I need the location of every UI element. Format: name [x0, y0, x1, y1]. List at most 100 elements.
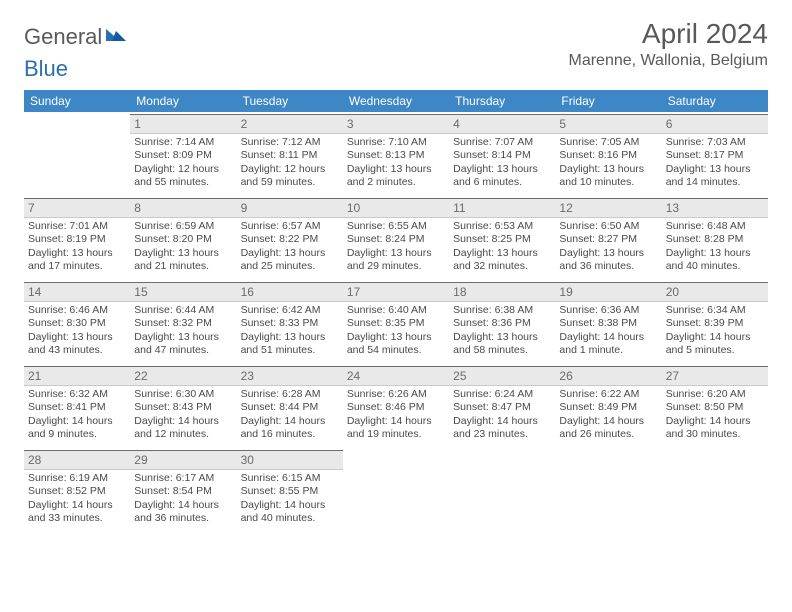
info-line: Daylight: 14 hours: [134, 499, 232, 512]
info-line: Sunset: 8:24 PM: [347, 233, 445, 246]
info-line: Sunset: 8:14 PM: [453, 149, 551, 162]
day-number: 27: [666, 369, 679, 383]
info-line: and 14 minutes.: [666, 176, 764, 189]
day-bar: 7: [24, 198, 130, 218]
info-line: Daylight: 13 hours: [666, 163, 764, 176]
info-line: Sunrise: 7:05 AM: [559, 136, 657, 149]
info-line: Daylight: 14 hours: [241, 415, 339, 428]
info-line: Sunrise: 6:38 AM: [453, 304, 551, 317]
info-line: and 43 minutes.: [28, 344, 126, 357]
calendar-cell: 21Sunrise: 6:32 AMSunset: 8:41 PMDayligh…: [24, 364, 130, 448]
day-number: 17: [347, 285, 360, 299]
info-line: Sunset: 8:09 PM: [134, 149, 232, 162]
title-block: April 2024 Marenne, Wallonia, Belgium: [569, 18, 769, 70]
day-number: 22: [134, 369, 147, 383]
info-line: Sunrise: 6:55 AM: [347, 220, 445, 233]
info-line: Sunset: 8:36 PM: [453, 317, 551, 330]
info-line: Sunrise: 6:44 AM: [134, 304, 232, 317]
day-bar: 10: [343, 198, 449, 218]
info-line: Daylight: 14 hours: [559, 331, 657, 344]
day-info: Sunrise: 6:53 AMSunset: 8:25 PMDaylight:…: [453, 220, 551, 274]
calendar-cell: 24Sunrise: 6:26 AMSunset: 8:46 PMDayligh…: [343, 364, 449, 448]
day-bar: 22: [130, 366, 236, 386]
day-number: 12: [559, 201, 572, 215]
info-line: and 36 minutes.: [134, 512, 232, 525]
day-info: Sunrise: 6:38 AMSunset: 8:36 PMDaylight:…: [453, 304, 551, 358]
info-line: Sunrise: 6:46 AM: [28, 304, 126, 317]
calendar-grid: SundayMondayTuesdayWednesdayThursdayFrid…: [24, 90, 768, 532]
info-line: Sunrise: 6:17 AM: [134, 472, 232, 485]
day-bar: 26: [555, 366, 661, 386]
calendar-cell: 1Sunrise: 7:14 AMSunset: 8:09 PMDaylight…: [130, 112, 236, 196]
day-number: 23: [241, 369, 254, 383]
day-number: 10: [347, 201, 360, 215]
day-bar: 13: [662, 198, 768, 218]
day-info: Sunrise: 6:44 AMSunset: 8:32 PMDaylight:…: [134, 304, 232, 358]
info-line: Sunset: 8:39 PM: [666, 317, 764, 330]
info-line: Sunset: 8:19 PM: [28, 233, 126, 246]
info-line: Sunrise: 6:22 AM: [559, 388, 657, 401]
day-info: Sunrise: 6:28 AMSunset: 8:44 PMDaylight:…: [241, 388, 339, 442]
day-number: 18: [453, 285, 466, 299]
info-line: Sunset: 8:50 PM: [666, 401, 764, 414]
brand-word-2: Blue: [24, 56, 68, 82]
info-line: Sunrise: 7:03 AM: [666, 136, 764, 149]
calendar-cell: 3Sunrise: 7:10 AMSunset: 8:13 PMDaylight…: [343, 112, 449, 196]
info-line: and 29 minutes.: [347, 260, 445, 273]
day-bar: 18: [449, 282, 555, 302]
calendar-cell: 13Sunrise: 6:48 AMSunset: 8:28 PMDayligh…: [662, 196, 768, 280]
info-line: and 5 minutes.: [666, 344, 764, 357]
info-line: Sunset: 8:46 PM: [347, 401, 445, 414]
calendar-cell: 6Sunrise: 7:03 AMSunset: 8:17 PMDaylight…: [662, 112, 768, 196]
calendar-cell: [343, 448, 449, 532]
info-line: Daylight: 13 hours: [134, 331, 232, 344]
calendar-cell: 7Sunrise: 7:01 AMSunset: 8:19 PMDaylight…: [24, 196, 130, 280]
info-line: Daylight: 13 hours: [559, 163, 657, 176]
calendar-cell: 25 Sunrise: 6:24 AMSunset: 8:47 PMDayligh…: [449, 364, 555, 448]
info-line: Daylight: 14 hours: [666, 331, 764, 344]
day-bar: 21: [24, 366, 130, 386]
info-line: Sunset: 8:16 PM: [559, 149, 657, 162]
info-line: Sunrise: 6:19 AM: [28, 472, 126, 485]
info-line: and 6 minutes.: [453, 176, 551, 189]
calendar-cell: [449, 448, 555, 532]
info-line: and 12 minutes.: [134, 428, 232, 441]
calendar-cell: 27Sunrise: 6:20 AMSunset: 8:50 PMDayligh…: [662, 364, 768, 448]
day-info: Sunrise: 7:07 AMSunset: 8:14 PMDaylight:…: [453, 136, 551, 190]
info-line: Daylight: 13 hours: [453, 163, 551, 176]
day-number: 25: [453, 369, 466, 383]
day-bar: 24: [343, 366, 449, 386]
info-line: and 1 minute.: [559, 344, 657, 357]
day-bar: 30: [237, 450, 343, 470]
day-info: Sunrise: 6:24 AMSunset: 8:47 PMDaylight:…: [453, 388, 551, 442]
day-info: Sunrise: 6:32 AMSunset: 8:41 PMDaylight:…: [28, 388, 126, 442]
calendar-cell: [555, 448, 661, 532]
calendar-cell: 15Sunrise: 6:44 AMSunset: 8:32 PMDayligh…: [130, 280, 236, 364]
day-info: Sunrise: 6:30 AMSunset: 8:43 PMDaylight:…: [134, 388, 232, 442]
info-line: Daylight: 13 hours: [347, 331, 445, 344]
calendar-cell: 5 Sunrise: 7:05 AMSunset: 8:16 PMDaylight…: [555, 112, 661, 196]
info-line: Sunrise: 6:28 AM: [241, 388, 339, 401]
info-line: and 58 minutes.: [453, 344, 551, 357]
info-line: Sunset: 8:17 PM: [666, 149, 764, 162]
day-info: Sunrise: 6:34 AMSunset: 8:39 PMDaylight:…: [666, 304, 764, 358]
day-bar: 11: [449, 198, 555, 218]
info-line: and 9 minutes.: [28, 428, 126, 441]
day-info: Sunrise: 7:12 AMSunset: 8:11 PMDaylight:…: [241, 136, 339, 190]
calendar-cell: [24, 112, 130, 196]
info-line: Daylight: 13 hours: [453, 247, 551, 260]
info-line: Sunrise: 6:40 AM: [347, 304, 445, 317]
day-bar: 19: [555, 282, 661, 302]
info-line: Daylight: 12 hours: [241, 163, 339, 176]
day-info: Sunrise: 7:03 AMSunset: 8:17 PMDaylight:…: [666, 136, 764, 190]
day-bar: 17: [343, 282, 449, 302]
info-line: Sunset: 8:49 PM: [559, 401, 657, 414]
day-number: 19: [559, 285, 572, 299]
day-number: 5: [559, 117, 566, 131]
day-info: Sunrise: 6:46 AMSunset: 8:30 PMDaylight:…: [28, 304, 126, 358]
day-info: Sunrise: 6:36 AMSunset: 8:38 PMDaylight:…: [559, 304, 657, 358]
day-info: Sunrise: 6:17 AMSunset: 8:54 PMDaylight:…: [134, 472, 232, 526]
day-bar: 12: [555, 198, 661, 218]
calendar-cell: 8Sunrise: 6:59 AMSunset: 8:20 PMDaylight…: [130, 196, 236, 280]
day-number: 20: [666, 285, 679, 299]
